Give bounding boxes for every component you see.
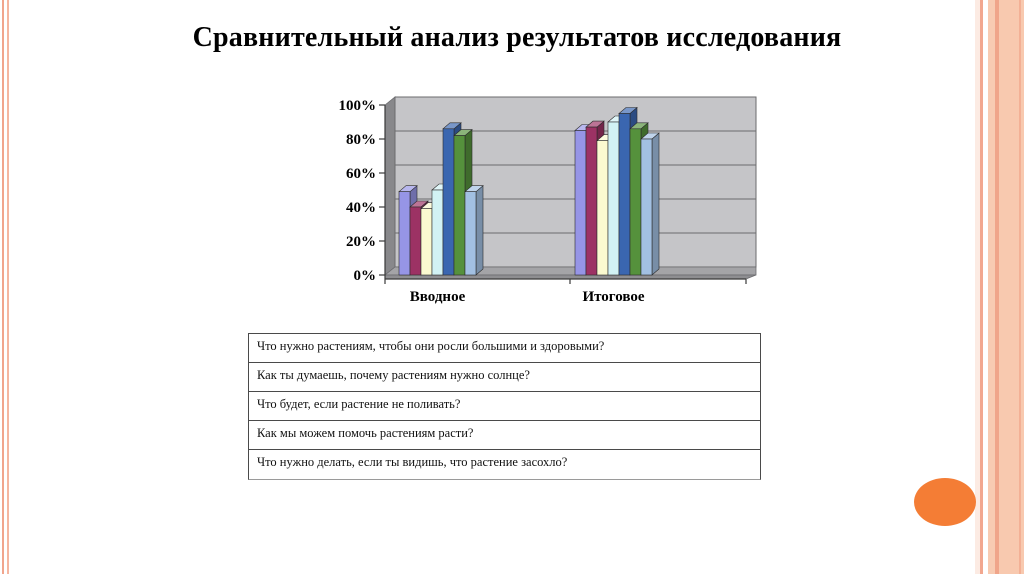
bar xyxy=(420,208,433,276)
bar xyxy=(464,191,477,276)
question-row: Что нужно делать, если ты видишь, что ра… xyxy=(257,455,568,469)
y-axis-label: 40% xyxy=(346,200,376,216)
y-axis-label: 60% xyxy=(346,166,376,182)
bar xyxy=(585,126,598,276)
category-label: Итоговое xyxy=(582,289,644,305)
question-row: Как ты думаешь, почему растениям нужно с… xyxy=(249,363,760,392)
y-axis-label: 80% xyxy=(346,132,376,148)
bar-side xyxy=(475,185,484,276)
bar xyxy=(453,135,466,276)
question-row: Что будет, если растение не поливать? xyxy=(249,392,760,421)
category-label: Вводное xyxy=(410,289,466,305)
bar-side xyxy=(651,132,660,276)
question-row: Что нужно растениям, чтобы они росли бол… xyxy=(249,334,760,363)
slide-title: Сравнительный анализ результатов исследо… xyxy=(192,22,842,53)
bar xyxy=(618,113,631,276)
questions-table: Что нужно растениям, чтобы они росли бол… xyxy=(248,333,761,480)
bar xyxy=(574,130,587,276)
bar xyxy=(629,128,642,276)
left-wall xyxy=(384,96,396,276)
y-axis-label: 0% xyxy=(354,268,377,284)
bar xyxy=(640,138,653,276)
left-edge-lines xyxy=(0,0,12,574)
orange-ellipse-decoration xyxy=(914,478,976,526)
y-axis-label: 20% xyxy=(346,234,376,250)
right-edge-band xyxy=(975,0,1024,574)
bar xyxy=(607,121,620,276)
y-axis-label: 100% xyxy=(339,98,377,114)
bar xyxy=(409,206,422,276)
bar xyxy=(442,128,455,276)
question-row: Как мы можем помочь растениям расти? xyxy=(249,421,760,450)
bar xyxy=(596,140,609,276)
bar xyxy=(431,189,444,276)
bar xyxy=(398,191,411,276)
comparison-chart: 0% 20% 40% 60% 80% 100% Вводное Итоговое xyxy=(330,85,770,315)
